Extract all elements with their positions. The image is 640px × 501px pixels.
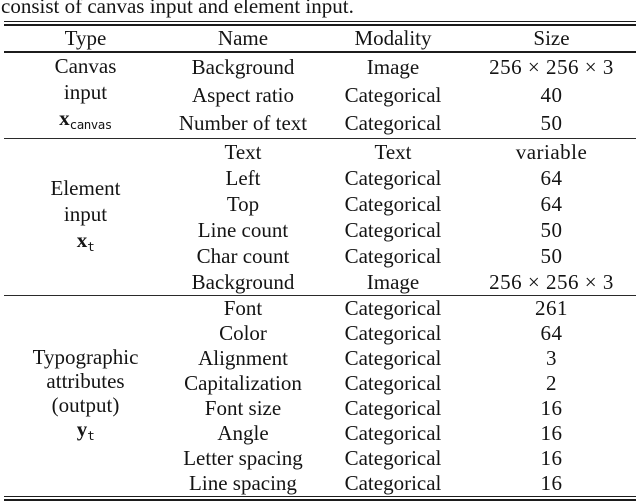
cell-name: Font <box>167 295 319 321</box>
cell-size: 64 <box>540 191 563 216</box>
cell-size: 16 <box>540 421 563 445</box>
cell-modality: Image <box>366 54 420 79</box>
table-row: Top Categorical 64 <box>4 191 636 217</box>
table-row: Char count Categorical 50 <box>4 243 636 269</box>
cell-size: 2 <box>546 371 557 395</box>
header-row: Type Name Modality Size <box>4 26 636 53</box>
cell-name: Text <box>167 138 319 165</box>
cell-size: 64 <box>540 321 563 345</box>
cell-name: Capitalization <box>184 371 302 395</box>
cell-name: Line count <box>197 217 289 242</box>
cell-size: 3 <box>546 346 557 370</box>
cell-name: Left <box>225 165 261 190</box>
column-header-name: Name <box>167 26 319 53</box>
cell-size: 50 <box>540 243 563 268</box>
row-group-label-element-input: Element input xt <box>4 138 167 296</box>
cell-modality: Categorical <box>344 217 442 242</box>
cell-name: Background <box>191 269 295 294</box>
cell-name: Char count <box>196 243 290 268</box>
table-row: Font size Categorical 16 <box>4 396 636 421</box>
cell-name: Aspect ratio <box>191 83 295 108</box>
cell-modality: Categorical <box>344 446 442 470</box>
column-header-modality: Modality <box>319 26 467 53</box>
table-row: Capitalization Categorical 2 <box>4 371 636 396</box>
cell-modality: Categorical <box>344 421 442 445</box>
cell-size: 256 × 256 × 3 <box>489 54 614 79</box>
cell-name: Angle <box>217 421 269 445</box>
cell-size: 16 <box>540 471 563 495</box>
cell-modality: Categorical <box>344 191 442 216</box>
table-row: Background Image 256 × 256 × 3 <box>4 269 636 296</box>
column-header-type: Type <box>4 26 167 53</box>
table-row: Color Categorical 64 <box>4 321 636 346</box>
cell-modality: Categorical <box>344 83 442 108</box>
cell-name: Color <box>219 321 267 345</box>
table-row: Left Categorical 64 <box>4 165 636 191</box>
table-header: Type Name Modality Size <box>4 26 636 53</box>
table-row: Number of text Categorical 50 <box>4 110 636 139</box>
table-row: Alignment Categorical 3 <box>4 346 636 371</box>
cell-size: 40 <box>540 83 563 108</box>
table-row: Typographic attributes (output) yt Font … <box>4 295 636 496</box>
top-rule <box>4 21 636 26</box>
cell-size: 261 <box>467 295 636 321</box>
table-row: Line count Categorical 50 <box>4 217 636 243</box>
table-row: Aspect ratio Categorical 40 <box>4 81 636 109</box>
type-line: (output) <box>51 392 120 417</box>
cell-modality: Categorical <box>344 371 442 395</box>
cell-modality: Categorical <box>344 321 442 345</box>
cell-modality: Categorical <box>344 165 442 190</box>
cell-modality: Categorical <box>319 295 467 321</box>
type-line: input <box>63 201 108 226</box>
cell-size: 50 <box>540 217 563 242</box>
type-line: Typographic <box>32 344 139 369</box>
type-line: input <box>63 80 108 104</box>
cell-name: Top <box>226 191 260 216</box>
row-group-label-typographic-attributes: Typographic attributes (output) yt <box>4 295 167 496</box>
type-line: attributes <box>46 368 125 393</box>
cell-name: Number of text <box>178 111 308 136</box>
cell-modality: Image <box>366 269 420 294</box>
cell-modality: Categorical <box>344 346 442 370</box>
cell-size: 256 × 256 × 3 <box>489 269 614 294</box>
math-symbol-y-t: yt <box>76 416 95 443</box>
cell-modality: Categorical <box>344 111 442 136</box>
math-symbol-x-t: xt <box>76 227 95 254</box>
cell-modality: Categorical <box>344 243 442 268</box>
cell-modality: Categorical <box>344 396 442 420</box>
math-symbol-x-canvas: xcanvas <box>59 106 112 132</box>
cell-size: 64 <box>540 165 563 190</box>
type-line: Canvas <box>54 54 117 78</box>
io-representation-table: Type Name Modality Size Canvas input xca… <box>4 26 636 496</box>
cell-modality: Categorical <box>344 471 442 495</box>
caption-text: consist of canvas input and element inpu… <box>1 0 354 18</box>
table-row: Angle Categorical 16 <box>4 421 636 446</box>
cell-name: Letter spacing <box>183 446 303 470</box>
cell-name: Alignment <box>198 346 288 370</box>
row-group-label-canvas-input: Canvas input xcanvas <box>4 52 167 139</box>
cell-modality: Text <box>319 138 467 165</box>
column-header-size: Size <box>467 26 636 53</box>
cell-size: variable <box>467 138 636 165</box>
table-row: Canvas input xcanvas Background Image 25… <box>4 52 636 132</box>
cell-size: 50 <box>540 111 563 136</box>
table-row: Element input xt Text Text variable <box>4 138 636 296</box>
type-line: Element <box>50 175 121 200</box>
cell-name: Font size <box>204 396 282 420</box>
cell-size: 16 <box>540 446 563 470</box>
cell-size: 16 <box>540 396 563 420</box>
bottom-rule <box>4 496 636 501</box>
table-row: Letter spacing Categorical 16 <box>4 446 636 471</box>
cell-name: Background <box>191 54 295 79</box>
cell-name: Line spacing <box>189 471 297 495</box>
